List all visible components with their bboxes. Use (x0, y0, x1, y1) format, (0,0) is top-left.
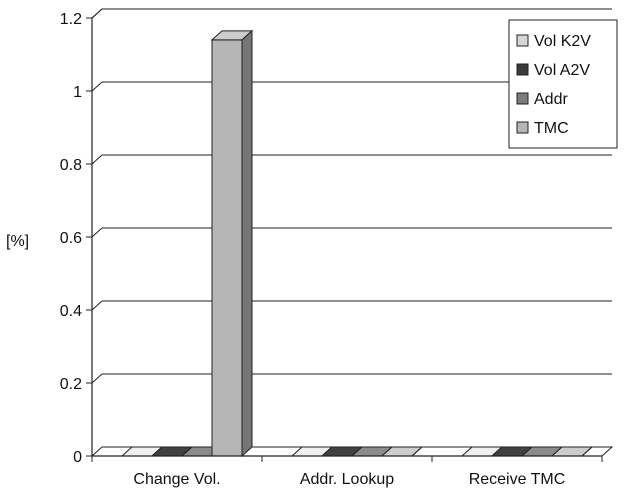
axes-layer: 0 0.2 0.4 0.6 0.8 1 1.2 Change Vol. Addr. Lookup… (60, 8, 603, 488)
gridline-depth (91, 227, 103, 238)
legend-swatch (516, 34, 529, 47)
bar-front (211, 39, 243, 457)
y-tick-label: 0.2 (60, 376, 82, 393)
x-category-label: Change Vol. (133, 471, 220, 488)
gridline-depth (91, 154, 103, 165)
legend-label: Addr (534, 91, 568, 108)
y-axis-depth (91, 8, 103, 19)
y-tick-label: 0.4 (60, 303, 82, 320)
bars-layer (120, 29, 594, 458)
legend-swatch (516, 92, 529, 105)
gridlines (91, 8, 612, 384)
bar-side (241, 29, 253, 458)
legend-label: TMC (534, 120, 569, 137)
legend: Vol K2V Vol A2V Addr TMC (508, 19, 618, 149)
x-category-label: Receive TMC (469, 471, 566, 488)
bar-side (411, 446, 423, 457)
y-axis-label: [%] (6, 233, 29, 250)
legend-label: Vol K2V (534, 33, 591, 50)
gridline-depth (91, 300, 103, 311)
y-tick-label: 0 (73, 449, 82, 466)
bar-side (581, 446, 593, 457)
gridline-depth (91, 81, 103, 92)
y-tick-label: 0.8 (60, 157, 82, 174)
y-tick-label: 1.2 (60, 11, 82, 28)
legend-swatch (516, 121, 529, 134)
y-tick-label: 1 (73, 84, 82, 101)
gridline-depth (91, 373, 103, 384)
y-tick-label: 0.6 (60, 230, 82, 247)
legend-swatch (516, 63, 529, 76)
x-category-label: Addr. Lookup (300, 471, 394, 488)
legend-label: Vol A2V (534, 62, 590, 79)
